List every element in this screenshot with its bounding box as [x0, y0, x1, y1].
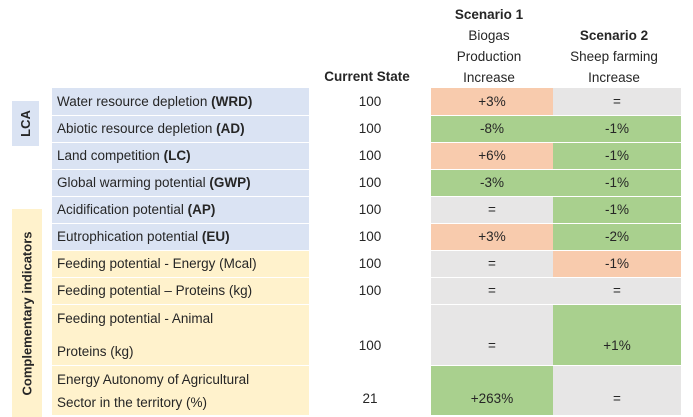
table-row: Acidification potential (AP) 100 = -1% — [52, 196, 681, 224]
scenario2-value: +1% — [553, 304, 681, 366]
table-row: Feeding potential - Energy (Mcal) 100 = … — [52, 250, 681, 278]
table-row: Land competition (LC) 100 +6% -1% — [52, 142, 681, 170]
header-scenario-1-line: Production — [456, 49, 522, 64]
scenario1-value: = — [431, 304, 553, 366]
scenario1-value: = — [431, 277, 553, 305]
scenario2-value: -1% — [553, 142, 681, 170]
scenario1-value: -8% — [431, 115, 553, 143]
current-value: 100 — [309, 223, 431, 251]
side-label-complementary: Complementary indicators — [12, 209, 42, 417]
indicator-label: Energy Autonomy of Agricultural Sector in… — [52, 365, 309, 416]
header-scenario-2-title: Scenario 2 — [579, 28, 649, 43]
scenario2-value: -1% — [553, 115, 681, 143]
indicator-table: Water resource depletion (WRD) 100 +3% =… — [52, 88, 681, 416]
table-row: Energy Autonomy of Agricultural Sector in… — [52, 365, 681, 416]
indicator-label: Feeding potential - Animal Proteins (kg) — [52, 304, 309, 366]
indicator-label: Eutrophication potential (EU) — [52, 223, 309, 251]
scenario1-value: +3% — [431, 223, 553, 251]
current-value: 100 — [309, 88, 431, 116]
scenario1-value: -3% — [431, 169, 553, 197]
current-value: 21 — [309, 365, 431, 416]
table-row: Abiotic resource depletion (AD) 100 -8% … — [52, 115, 681, 143]
current-value: 100 — [309, 196, 431, 224]
current-value: 100 — [309, 277, 431, 305]
indicator-label: Acidification potential (AP) — [52, 196, 309, 224]
current-value: 100 — [309, 304, 431, 366]
header-scenario-1-line: Increase — [463, 70, 515, 85]
table-row: Feeding potential - Animal Proteins (kg) … — [52, 304, 681, 366]
side-label-complementary-text: Complementary indicators — [19, 231, 35, 395]
scenario2-value: -1% — [553, 169, 681, 197]
current-value: 100 — [309, 169, 431, 197]
header-current-state: Current State — [324, 69, 410, 84]
side-label-lca-text: LCA — [18, 110, 33, 137]
scenario1-value: +263% — [431, 365, 553, 416]
current-value: 100 — [309, 250, 431, 278]
header-scenario-2-line: Increase — [588, 70, 640, 85]
indicator-label: Global warming potential (GWP) — [52, 169, 309, 197]
header-scenario-1-title: Scenario 1 — [454, 7, 524, 22]
table-row: Eutrophication potential (EU) 100 +3% -2… — [52, 223, 681, 251]
scenario2-value: = — [553, 277, 681, 305]
scenario2-value: -2% — [553, 223, 681, 251]
indicator-label: Feeding potential - Energy (Mcal) — [52, 250, 309, 278]
current-value: 100 — [309, 142, 431, 170]
scenario2-value: = — [553, 88, 681, 116]
indicator-label: Water resource depletion (WRD) — [52, 88, 309, 116]
side-label-lca: LCA — [12, 101, 39, 146]
scenario2-value: -1% — [553, 196, 681, 224]
table-row: Global warming potential (GWP) 100 -3% -… — [52, 169, 681, 197]
scenario2-value: = — [553, 365, 681, 416]
table-row: Feeding potential – Proteins (kg) 100 = … — [52, 277, 681, 305]
header-scenario-2: Scenario 2 Sheep farming Increase — [550, 25, 678, 88]
header-scenario-1: Scenario 1 Biogas Production Increase — [428, 4, 550, 88]
indicator-label: Abiotic resource depletion (AD) — [52, 115, 309, 143]
scenario1-value: +3% — [431, 88, 553, 116]
indicator-label: Feeding potential – Proteins (kg) — [52, 277, 309, 305]
indicator-label: Land competition (LC) — [52, 142, 309, 170]
scenario1-value: = — [431, 250, 553, 278]
scenario1-value: = — [431, 196, 553, 224]
current-value: 100 — [309, 115, 431, 143]
table-row: Water resource depletion (WRD) 100 +3% = — [52, 88, 681, 116]
header-scenario-2-line: Sheep farming — [570, 49, 658, 64]
scenario1-value: +6% — [431, 142, 553, 170]
scenario2-value: -1% — [553, 250, 681, 278]
header-scenario-1-line: Biogas — [468, 28, 510, 43]
